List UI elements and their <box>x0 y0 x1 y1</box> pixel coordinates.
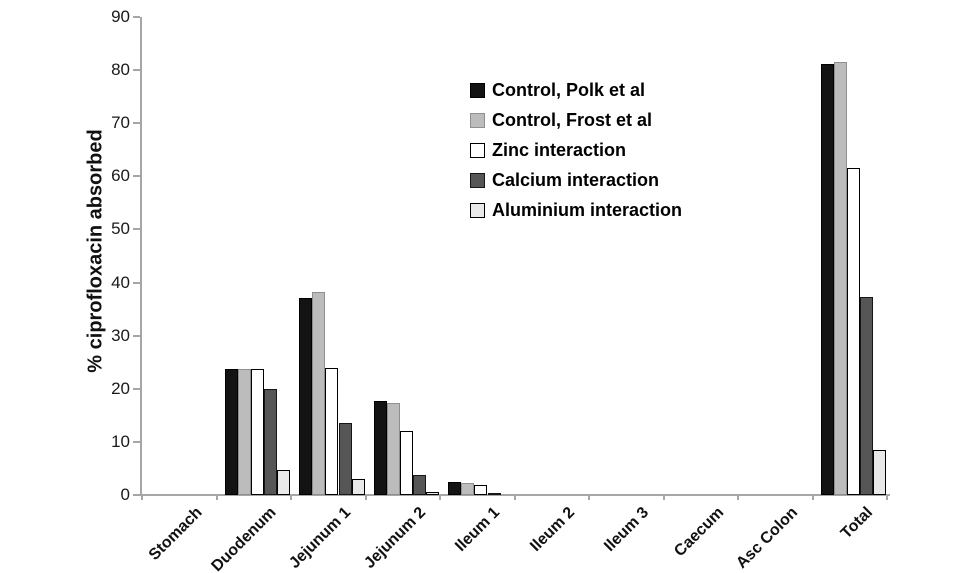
bar <box>277 469 291 495</box>
y-axis-line <box>140 17 142 496</box>
x-category-label: Total <box>837 504 876 543</box>
x-axis-tick <box>886 495 888 500</box>
bar <box>386 403 400 495</box>
x-category-label: Ileum 2 <box>526 504 578 556</box>
bar <box>373 400 387 495</box>
x-axis-tick <box>662 495 665 500</box>
x-category-label: Caecum <box>670 504 727 561</box>
y-axis-tick <box>133 175 140 178</box>
bar <box>351 479 365 495</box>
x-axis-tick <box>290 495 292 500</box>
y-tick-label: 20 <box>111 378 130 398</box>
y-tick-label: 50 <box>111 219 130 239</box>
legend-swatch-icon <box>470 172 485 188</box>
legend-label: Zinc interaction <box>492 140 627 160</box>
legend-label: Calcium interaction <box>492 170 660 190</box>
x-category-label: Jejunum 2 <box>360 504 429 572</box>
bar <box>487 493 501 496</box>
y-axis-tick <box>133 387 140 390</box>
bar <box>250 368 264 495</box>
y-axis-tick <box>133 281 140 284</box>
bar <box>426 491 440 495</box>
x-category-label: Ileum 3 <box>601 504 653 556</box>
legend-label: Control, Frost et al <box>492 110 653 130</box>
bar <box>860 296 874 495</box>
bar <box>264 389 278 495</box>
y-tick-label: 90 <box>111 7 130 26</box>
x-category-label: Ileum 1 <box>452 504 504 556</box>
y-axis-tick <box>133 122 140 125</box>
y-tick-label: 30 <box>111 325 130 345</box>
bar <box>325 367 339 495</box>
y-tick-label: 80 <box>111 60 130 80</box>
legend-swatch-icon <box>470 82 485 98</box>
x-axis-tick <box>737 495 739 500</box>
x-axis-tick <box>215 495 218 500</box>
y-tick-label: 70 <box>111 113 130 133</box>
bar <box>237 368 251 495</box>
x-category-label: Asc Colon <box>733 504 802 572</box>
bar <box>299 297 312 495</box>
bar <box>448 482 461 495</box>
y-axis-tick <box>133 69 140 72</box>
y-tick-label: 40 <box>111 272 130 292</box>
y-axis-tick <box>133 494 140 496</box>
legend-item: Aluminium interaction <box>470 200 683 220</box>
bar <box>474 485 488 495</box>
y-axis-tick <box>133 334 140 337</box>
legend-swatch-icon <box>470 112 485 128</box>
x-category-label: Jejunum 1 <box>286 504 355 572</box>
legend-item: Zinc interaction <box>470 140 682 160</box>
bar <box>846 167 860 495</box>
legend-item: Control, Polk et al <box>470 80 682 100</box>
bar <box>399 430 413 495</box>
bar <box>413 475 427 495</box>
bar <box>820 63 834 495</box>
y-tick-label: 10 <box>111 431 130 451</box>
y-axis-tick <box>133 16 140 18</box>
x-axis-tick <box>141 495 143 500</box>
y-tick-label: 0 <box>120 485 130 504</box>
bar <box>312 291 326 495</box>
bar <box>461 483 475 495</box>
y-axis-tick <box>133 440 140 443</box>
bar <box>338 422 352 495</box>
legend-item: Control, Frost et al <box>470 110 682 130</box>
bar <box>224 368 238 495</box>
x-axis-tick <box>588 495 590 500</box>
x-category-label: Duodenum <box>208 504 280 573</box>
x-category-label: Stomach <box>145 504 206 564</box>
legend-item: Calcium interaction <box>470 170 682 190</box>
x-axis-tick <box>439 495 441 500</box>
bar <box>873 450 887 495</box>
legend: Control, Polk et al Control, Frost et al Z… <box>470 80 683 232</box>
x-axis-tick <box>513 495 516 500</box>
legend-swatch-icon <box>470 142 485 158</box>
x-axis-tick <box>811 495 814 500</box>
legend-label: Aluminium interaction <box>492 200 683 220</box>
y-tick-label: 60 <box>111 166 130 186</box>
x-axis-tick <box>364 495 367 500</box>
bar <box>833 61 847 495</box>
legend-swatch-icon <box>470 202 485 218</box>
legend-label: Control, Polk et al <box>492 80 646 100</box>
y-axis-tick <box>133 228 140 231</box>
